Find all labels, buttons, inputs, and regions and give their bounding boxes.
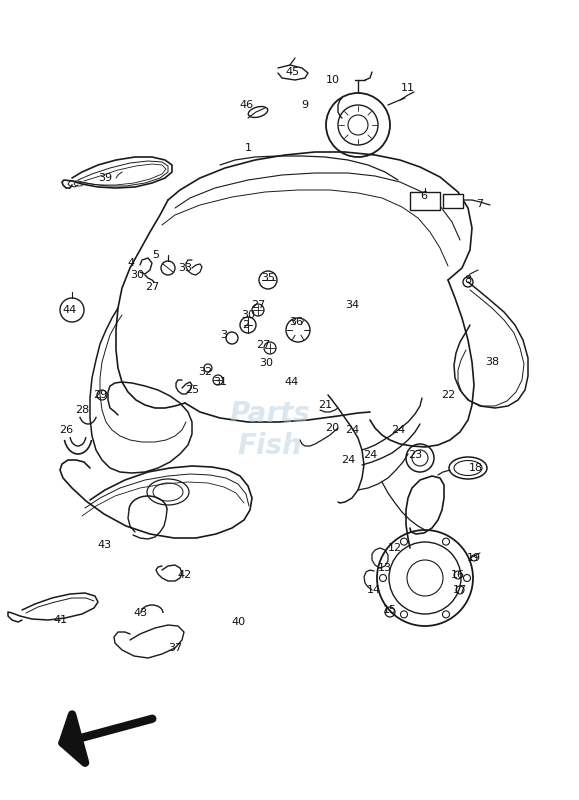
Text: 30: 30 [259, 358, 273, 368]
Text: 24: 24 [363, 450, 377, 460]
Text: 25: 25 [185, 385, 199, 395]
Text: 8: 8 [464, 275, 471, 285]
Text: Parts
Fish: Parts Fish [230, 400, 310, 460]
Text: 27: 27 [145, 282, 159, 292]
Text: 12: 12 [388, 543, 402, 553]
Text: 22: 22 [441, 390, 455, 400]
Text: 28: 28 [75, 405, 89, 415]
Text: 24: 24 [391, 425, 405, 435]
Text: 45: 45 [286, 67, 300, 77]
FancyBboxPatch shape [443, 194, 463, 208]
Text: 17: 17 [453, 585, 467, 595]
Text: 32: 32 [198, 367, 212, 377]
Text: 24: 24 [345, 425, 359, 435]
Text: 7: 7 [477, 199, 483, 209]
Text: 15: 15 [383, 605, 397, 615]
FancyBboxPatch shape [410, 192, 440, 210]
Text: 41: 41 [53, 615, 67, 625]
Text: 21: 21 [318, 400, 332, 410]
Text: 34: 34 [345, 300, 359, 310]
Text: 42: 42 [178, 570, 192, 580]
Text: 35: 35 [261, 273, 275, 283]
Text: 24: 24 [341, 455, 355, 465]
Text: 36: 36 [289, 317, 303, 327]
Text: 11: 11 [401, 83, 415, 93]
Text: 18: 18 [469, 463, 483, 473]
Text: 10: 10 [326, 75, 340, 85]
Text: 43: 43 [98, 540, 112, 550]
Text: 30: 30 [130, 270, 144, 280]
Text: 19: 19 [467, 553, 481, 563]
Text: 27: 27 [251, 300, 265, 310]
Text: 31: 31 [213, 377, 227, 387]
Text: 29: 29 [93, 390, 107, 400]
Text: 3: 3 [221, 330, 228, 340]
Text: 1: 1 [244, 143, 251, 153]
Text: 16: 16 [451, 570, 465, 580]
Text: 27: 27 [256, 340, 270, 350]
Text: 46: 46 [240, 100, 254, 110]
Text: 14: 14 [367, 585, 381, 595]
Text: 13: 13 [378, 563, 392, 573]
Text: 26: 26 [59, 425, 73, 435]
Text: 9: 9 [302, 100, 309, 110]
Text: 33: 33 [178, 263, 192, 273]
Text: 37: 37 [168, 643, 182, 653]
Text: 39: 39 [98, 173, 112, 183]
Text: 5: 5 [152, 250, 159, 260]
Text: 6: 6 [420, 191, 427, 201]
Text: 30: 30 [241, 310, 255, 320]
Text: 44: 44 [285, 377, 299, 387]
Text: 44: 44 [63, 305, 77, 315]
Text: 2: 2 [243, 320, 250, 330]
Text: 4: 4 [127, 258, 134, 268]
Text: 20: 20 [325, 423, 339, 433]
Text: 43: 43 [133, 608, 147, 618]
Text: 40: 40 [231, 617, 245, 627]
Text: 38: 38 [485, 357, 499, 367]
Text: 23: 23 [408, 450, 422, 460]
